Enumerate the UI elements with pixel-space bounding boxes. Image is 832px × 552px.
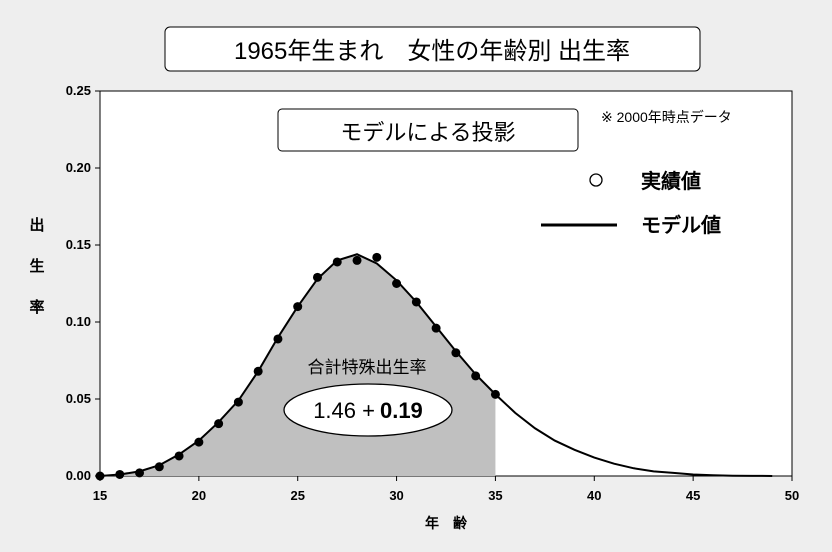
data-point (233, 397, 243, 407)
legend-point-marker (589, 173, 603, 187)
data-point (312, 272, 322, 282)
y-axis-title: 出生率 (29, 216, 44, 316)
data-point (115, 469, 125, 479)
tfr-label: 合計特殊出生率 (308, 358, 427, 377)
data-point (352, 255, 362, 265)
y-tick-label: 0.10 (66, 314, 91, 329)
y-tick-label: 0.05 (66, 391, 91, 406)
x-tick-label: 40 (587, 488, 601, 503)
data-point (214, 419, 224, 429)
subtitle: モデルによる投影 (340, 120, 515, 145)
y-tick-label: 0.20 (66, 160, 91, 175)
data-point (273, 334, 283, 344)
y-tick-label: 0.00 (66, 468, 91, 483)
data-note: ※ 2000年時点データ (601, 109, 732, 125)
y-axis-title-char: 生 (29, 257, 44, 275)
x-tick-label: 45 (686, 488, 700, 503)
data-point (451, 348, 461, 358)
data-point (135, 468, 145, 478)
x-tick-label: 30 (389, 488, 403, 503)
data-point (392, 279, 402, 288)
data-point (293, 302, 303, 312)
x-tick-label: 15 (93, 488, 107, 503)
legend-label-actual: 実績値 (641, 169, 701, 193)
y-tick-label: 0.25 (66, 83, 91, 98)
tfr-value-base: 1.46 + (313, 398, 375, 423)
chart-title: 1965年生まれ 女性の年齢別 出生率 (234, 38, 630, 65)
data-point (332, 257, 342, 267)
data-point (431, 323, 441, 333)
data-point (471, 371, 481, 381)
data-point (490, 389, 500, 399)
data-point (174, 451, 184, 461)
legend-label-model: モデル値 (641, 213, 721, 237)
x-tick-label: 25 (290, 488, 304, 503)
y-axis-title-char: 率 (29, 298, 44, 316)
tfr-value: 1.46 +0.19 (313, 398, 423, 423)
tfr-value-add: 0.19 (380, 398, 423, 423)
tfr-ellipse (283, 383, 453, 437)
data-point (253, 366, 263, 376)
data-point (194, 437, 204, 447)
x-tick-label: 35 (488, 488, 502, 503)
x-tick-label: 50 (785, 488, 799, 503)
legend: 実績値 モデル値 (541, 169, 721, 237)
y-tick-label: 0.15 (66, 237, 91, 252)
x-axis-title: 年 齢 (425, 515, 468, 531)
data-point (154, 462, 164, 472)
data-point (411, 297, 421, 307)
data-point (372, 252, 382, 262)
y-axis-title-char: 出 (29, 216, 44, 234)
x-tick-label: 20 (192, 488, 206, 503)
